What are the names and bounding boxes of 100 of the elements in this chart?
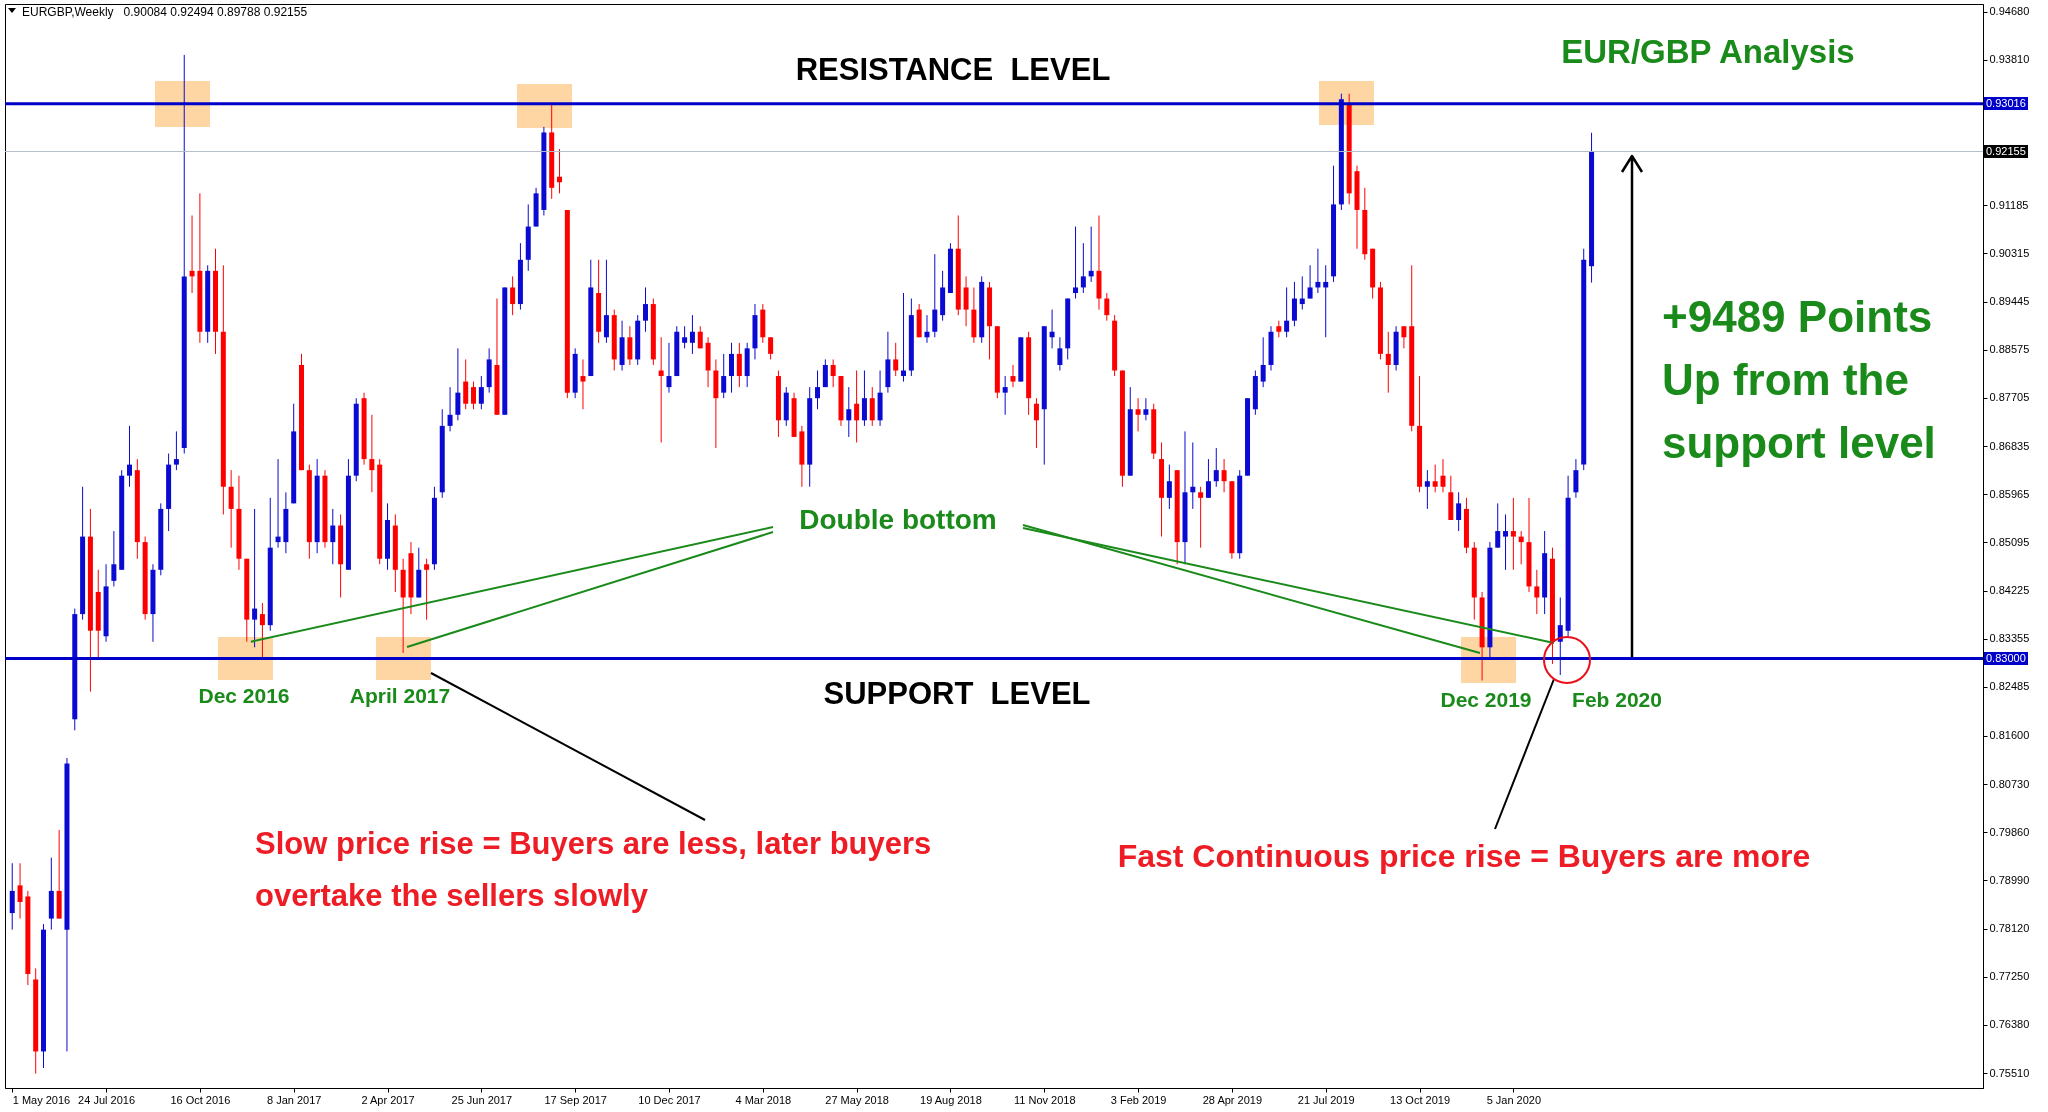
candlestick: [689, 314, 695, 355]
candlestick: [830, 358, 836, 388]
x-tick-label: 10 Dec 2017: [638, 1093, 701, 1106]
x-tick-label: 4 Mar 2018: [735, 1093, 792, 1106]
candlestick: [963, 275, 969, 327]
ref-line-label: 0.93016: [1984, 97, 2028, 111]
x-tick-label: 3 Feb 2019: [1110, 1093, 1167, 1106]
x-tick-label: 8 Jan 2017: [266, 1093, 322, 1106]
candlestick: [1510, 497, 1516, 571]
candlestick: [893, 342, 899, 377]
y-tick-label: 0.85965: [1989, 487, 2030, 500]
x-tick-label: 11 Nov 2018: [1013, 1093, 1076, 1106]
candlestick: [17, 862, 23, 920]
candlestick: [846, 386, 852, 438]
annotation: +9489 Points Up from the support level: [1662, 292, 1936, 467]
candlestick: [854, 370, 860, 443]
y-tick-label: 0.91185: [1989, 198, 2029, 211]
y-tick-label: 0.87705: [1989, 391, 2030, 404]
x-tick-label: 17 Sep 2017: [544, 1093, 607, 1106]
annotation: RESISTANCE LEVEL: [795, 52, 1111, 88]
y-tick-label: 0.89445: [1989, 295, 2030, 308]
x-tick-label: 13 Oct 2019: [1390, 1093, 1451, 1106]
y-tick-label: 0.78120: [1989, 922, 2030, 935]
candlestick: [1213, 447, 1219, 488]
candlestick: [447, 386, 453, 432]
candlestick: [111, 530, 117, 587]
x-tick-label: 27 May 2018: [825, 1093, 889, 1106]
y-tick-label: 0.79860: [1989, 825, 2030, 838]
candlestick: [1073, 226, 1079, 300]
candlestick: [580, 358, 586, 410]
annotation: Slow price rise = Buyers are less, later buyers overtake the sellers slowly: [255, 825, 933, 915]
x-tick-label: 5 Jan 2020: [1486, 1093, 1542, 1106]
annotation: April 2017: [349, 684, 451, 708]
y-tick-label: 0.75510: [1989, 1066, 2030, 1079]
annotation: Dec 2016: [198, 684, 290, 708]
candlestick: [510, 275, 516, 316]
candlestick: [627, 325, 633, 366]
y-tick-label: 0.77250: [1989, 970, 2030, 983]
x-tick-label: 25 Jun 2017: [451, 1093, 513, 1106]
x-tick-label: 19 Aug 2018: [920, 1093, 982, 1106]
candlestick: [666, 342, 672, 394]
candlestick: [1080, 242, 1086, 294]
candlestick: [1440, 458, 1446, 493]
candlestick: [455, 347, 461, 421]
y-tick-label: 0.84225: [1989, 584, 2030, 597]
candlestick: [1143, 397, 1149, 421]
candlestick: [869, 386, 875, 427]
annotation: Fast Continuous price rise = Buyers are more: [1117, 838, 1811, 875]
annotation: Feb 2020: [1572, 688, 1662, 712]
candlestick: [127, 425, 133, 488]
candlestick: [1385, 331, 1391, 394]
candlestick: [1401, 325, 1407, 349]
candlestick: [815, 370, 821, 410]
candlestick: [173, 430, 179, 471]
candlestick: [729, 342, 735, 394]
y-tick-label: 0.82485: [1989, 680, 2030, 693]
candlestick: [369, 414, 375, 493]
candlestick: [1260, 336, 1266, 388]
candlestick: [1135, 397, 1141, 432]
candlestick: [822, 358, 828, 388]
candlestick: [768, 336, 774, 360]
candlestick: [1205, 458, 1211, 499]
y-tick-label: 0.93810: [1989, 53, 2030, 66]
ref-line-label: 0.92155: [1984, 145, 2028, 159]
candlestick: [932, 253, 938, 338]
candlestick: [1198, 486, 1204, 549]
candlestick: [1573, 458, 1579, 499]
candlestick: [424, 558, 430, 621]
candlestick: [1495, 502, 1501, 549]
candlestick: [330, 508, 336, 565]
candlestick: [463, 358, 469, 410]
candlestick: [1166, 464, 1172, 510]
candlestick: [1104, 292, 1110, 322]
candlestick: [1057, 336, 1063, 371]
chart-subtitle: 0.90084 0.92494 0.89788 0.92155: [123, 5, 308, 19]
candlestick: [1221, 458, 1227, 493]
y-tick-label: 0.94680: [1989, 5, 2030, 18]
y-tick-label: 0.81600: [1989, 729, 2030, 742]
x-tick-label: 2 Apr 2017: [361, 1093, 415, 1106]
y-tick-label: 0.80730: [1989, 777, 2030, 790]
candlestick: [643, 286, 649, 333]
candlestick: [1503, 513, 1509, 571]
candlestick: [1424, 469, 1430, 510]
annotation: SUPPORT LEVEL: [823, 676, 1091, 712]
candlestick: [1002, 375, 1008, 416]
x-tick-label: 16 Oct 2016: [170, 1093, 231, 1106]
candlestick: [1284, 286, 1290, 338]
x-tick-label: 21 Jul 2019: [1297, 1093, 1355, 1106]
candlestick: [682, 325, 688, 349]
y-tick-label: 0.78990: [1989, 873, 2030, 886]
annotation: EUR/GBP Analysis: [1561, 33, 1855, 71]
y-tick-label: 0.90315: [1989, 246, 2030, 259]
candlestick: [1291, 281, 1297, 327]
candlestick: [471, 381, 477, 410]
annotation: Double bottom: [799, 504, 997, 536]
candlestick: [1534, 569, 1540, 615]
y-tick-label: 0.85095: [1989, 535, 2030, 548]
candlestick: [1307, 264, 1313, 300]
candlestick: [228, 469, 234, 549]
ref-line-label: 0.83000: [1984, 651, 2028, 665]
